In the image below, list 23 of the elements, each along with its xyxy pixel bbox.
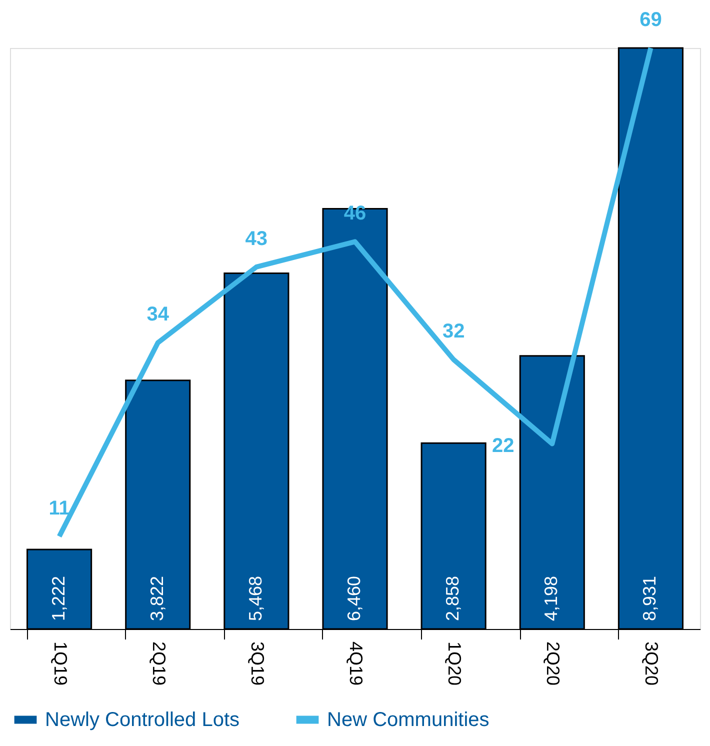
data-label: 43 [245,228,268,250]
data-label: 8,931 [640,576,660,621]
x-tick-label: 1Q19 [50,642,70,686]
data-label: 4,198 [541,576,562,621]
data-label: 34 [146,304,170,326]
data-label: 32 [442,320,465,343]
legend-label: New Communities [327,708,490,731]
data-label: 3,822 [146,576,167,621]
data-label: 1,222 [48,576,68,621]
data-label: 6,460 [344,576,364,621]
x-tick-label: 3Q20 [642,642,662,686]
x-tick-label: 4Q19 [346,642,366,686]
data-label: 69 [640,9,662,31]
x-tick-label: 1Q20 [444,642,465,686]
data-label: 22 [492,434,514,457]
x-tick-label: 2Q19 [148,642,169,686]
x-tick-label: 3Q19 [247,642,268,686]
data-label: 11 [48,497,70,520]
data-label: 2,858 [442,576,463,621]
data-label: 46 [344,202,366,225]
data-label: 5,468 [245,576,266,621]
legend-label: Newly Controlled Lots [45,708,240,731]
x-tick-label: 2Q20 [543,642,564,686]
